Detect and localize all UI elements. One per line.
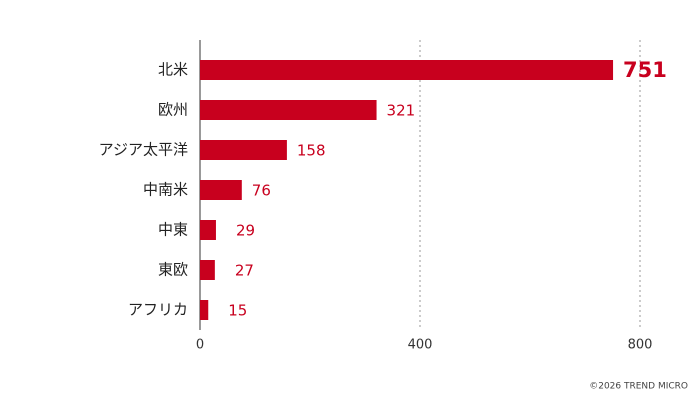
bar <box>200 60 614 80</box>
value-label: 29 <box>236 222 255 240</box>
y-tick-label: アジア太平洋 <box>99 141 188 159</box>
x-tick-label: 800 <box>628 338 653 353</box>
x-tick-label: 400 <box>408 338 433 353</box>
value-label: 15 <box>228 302 247 320</box>
bar <box>200 180 242 200</box>
footer: ©2026 TREND MICRO <box>589 382 688 392</box>
y-tick-label: 東欧 <box>158 261 188 279</box>
bar <box>200 100 377 120</box>
bar <box>200 260 215 280</box>
value-label: 321 <box>387 102 416 120</box>
y-tick-label: 中南米 <box>143 181 188 199</box>
y-tick-label: 中東 <box>158 221 188 239</box>
value-label: 751 <box>623 58 667 82</box>
value-label: 27 <box>235 262 254 280</box>
bar <box>200 220 216 240</box>
value-label: 158 <box>297 142 326 160</box>
y-tick-label: アフリカ <box>128 301 188 319</box>
bar <box>200 140 287 160</box>
bar <box>200 300 209 320</box>
x-tick-label: 0 <box>196 338 204 353</box>
y-tick-label: 北米 <box>158 61 188 79</box>
y-tick-label: 欧州 <box>158 101 188 119</box>
value-label: 76 <box>252 182 271 200</box>
